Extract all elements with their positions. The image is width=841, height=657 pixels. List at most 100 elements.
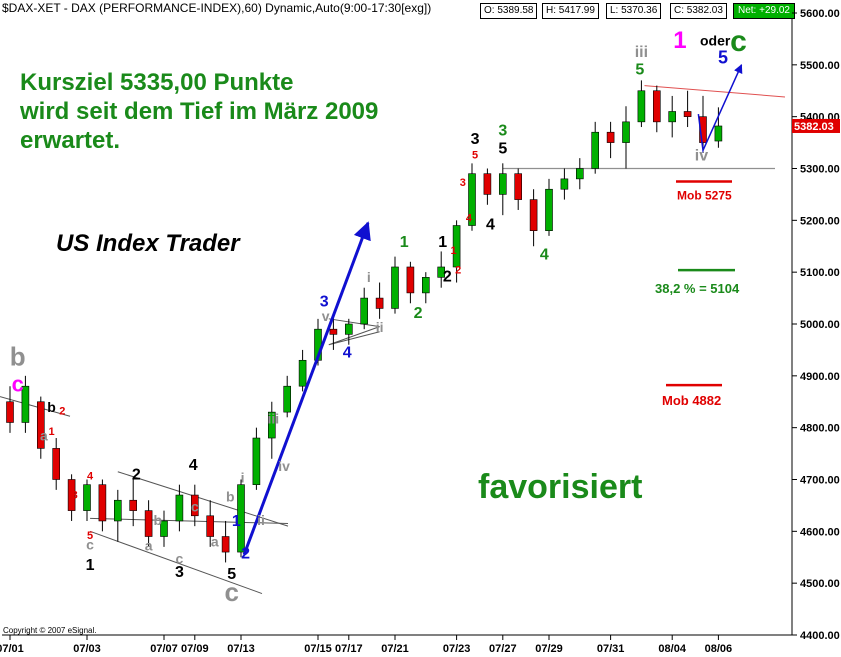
wave-label: i bbox=[367, 269, 371, 285]
x-tick-label: 07/01 bbox=[0, 643, 24, 655]
wave-label: a bbox=[145, 538, 153, 554]
candle-body bbox=[206, 515, 214, 537]
high-box: H: 5417.99 bbox=[542, 3, 599, 19]
x-tick-label: 07/15 bbox=[304, 643, 332, 655]
wave-label: b bbox=[154, 512, 163, 528]
last-price-box bbox=[792, 118, 840, 133]
candle-body bbox=[237, 484, 245, 553]
resistance-line bbox=[644, 85, 786, 98]
wave-label: 2 bbox=[241, 545, 250, 562]
wave-label: ii bbox=[376, 319, 384, 335]
candle-body bbox=[606, 131, 615, 143]
wave-label: b bbox=[47, 399, 56, 415]
candle-body bbox=[114, 499, 122, 522]
wave-label: 2 bbox=[455, 265, 461, 277]
candle-body bbox=[683, 111, 692, 117]
candle-body bbox=[637, 90, 646, 123]
x-tick-label: 07/27 bbox=[489, 643, 517, 655]
y-tick-label: 4700.00 bbox=[800, 475, 840, 487]
wave-label: 2 bbox=[132, 467, 141, 484]
wave-label: 4 bbox=[486, 217, 495, 234]
candle-body bbox=[83, 484, 91, 511]
triangle-pattern bbox=[328, 318, 380, 346]
wave-label: 3 bbox=[471, 131, 480, 148]
mob-4882-label: Mob 4882 bbox=[662, 393, 721, 408]
candle-body bbox=[98, 484, 107, 522]
x-tick-label: 08/04 bbox=[658, 643, 686, 655]
wave-label: 4 bbox=[343, 345, 352, 362]
channel-lower bbox=[89, 530, 263, 595]
projection-arrow bbox=[697, 64, 743, 154]
wave-label: 4 bbox=[87, 471, 94, 483]
candle-body bbox=[498, 173, 507, 195]
candle-body bbox=[160, 520, 168, 537]
x-tick-label: 07/03 bbox=[73, 643, 101, 655]
candle-body bbox=[421, 277, 430, 294]
wave-label: 5 bbox=[498, 140, 507, 157]
target-note: Kursziel 5335,00 Punkte wird seit dem Ti… bbox=[20, 68, 378, 155]
wave-label: 3 bbox=[320, 293, 329, 310]
y-tick-label: 5000.00 bbox=[800, 319, 840, 331]
x-tick-label: 08/06 bbox=[705, 643, 733, 655]
wave-label: 3 bbox=[175, 564, 184, 581]
wave-label: 1 bbox=[400, 234, 409, 251]
y-tick-label: 4900.00 bbox=[800, 371, 840, 383]
candle-body bbox=[52, 448, 61, 480]
candle-body bbox=[252, 437, 261, 485]
candle-body bbox=[36, 401, 45, 449]
candle-body bbox=[391, 266, 399, 309]
target-note-line-2: wird seit dem Tief im März 2009 bbox=[20, 98, 379, 125]
target-note-line-1: Kursziel 5335,00 Punkte bbox=[20, 69, 294, 96]
wave-label: 5 bbox=[227, 566, 236, 583]
wave-label: 1 bbox=[49, 426, 55, 438]
candle-body bbox=[175, 494, 184, 522]
candle-body bbox=[545, 188, 553, 232]
wave-label: 1 bbox=[86, 557, 95, 574]
wave-label: 3 bbox=[498, 122, 507, 139]
wave-label: iii bbox=[268, 411, 280, 427]
close-box: C: 5382.03 bbox=[670, 3, 727, 19]
candle-body bbox=[298, 359, 307, 387]
x-tick-label: 07/13 bbox=[227, 643, 255, 655]
candle-body bbox=[714, 125, 723, 142]
wave-label: 2 bbox=[443, 268, 452, 285]
candle-body bbox=[67, 479, 76, 511]
candle-body bbox=[21, 385, 30, 423]
candle-body bbox=[699, 116, 707, 143]
low-box: L: 5370.36 bbox=[606, 3, 662, 19]
wave-label: 3 bbox=[72, 490, 78, 502]
wave-label: 4 bbox=[466, 212, 473, 224]
fib-5104-label: 38,2 % = 5104 bbox=[655, 281, 740, 296]
wave-label: 2 bbox=[414, 305, 423, 322]
open-box: O: 5389.58 bbox=[480, 3, 538, 19]
wave-label: 1 bbox=[450, 245, 456, 257]
wave-label: c bbox=[225, 577, 239, 607]
wave-label: iv bbox=[278, 458, 290, 474]
x-tick-label: 07/23 bbox=[443, 643, 471, 655]
wave-label: iv bbox=[695, 148, 708, 165]
wave-label: iii bbox=[635, 44, 648, 61]
y-tick-label: 4600.00 bbox=[800, 526, 840, 538]
target-note-line-3: erwartet. bbox=[20, 127, 121, 154]
last-price-label: 5382.03 bbox=[794, 121, 834, 133]
candle-body bbox=[360, 297, 369, 325]
x-tick-label: 07/17 bbox=[335, 643, 363, 655]
candle-body bbox=[668, 111, 677, 123]
chart-title: $DAX-XET - DAX (PERFORMANCE-INDEX),60) D… bbox=[2, 1, 432, 15]
y-tick-label: 4800.00 bbox=[800, 423, 840, 435]
wave-label: c bbox=[191, 499, 199, 515]
candle-body bbox=[483, 173, 492, 195]
wave-label: a bbox=[211, 533, 219, 549]
y-tick-label: 4400.00 bbox=[800, 630, 840, 642]
wave-label: i bbox=[241, 470, 245, 486]
wave-label: 1 bbox=[232, 513, 241, 530]
candle-body bbox=[514, 173, 523, 200]
wave-label: 5 bbox=[718, 47, 728, 67]
wave-label: b bbox=[226, 488, 235, 504]
net-box: Net: +29.02 bbox=[733, 3, 795, 19]
wave-label: b bbox=[10, 341, 26, 371]
wave-label: c bbox=[12, 371, 24, 396]
wave-label: 1 bbox=[673, 27, 686, 54]
candle-body bbox=[283, 385, 292, 413]
